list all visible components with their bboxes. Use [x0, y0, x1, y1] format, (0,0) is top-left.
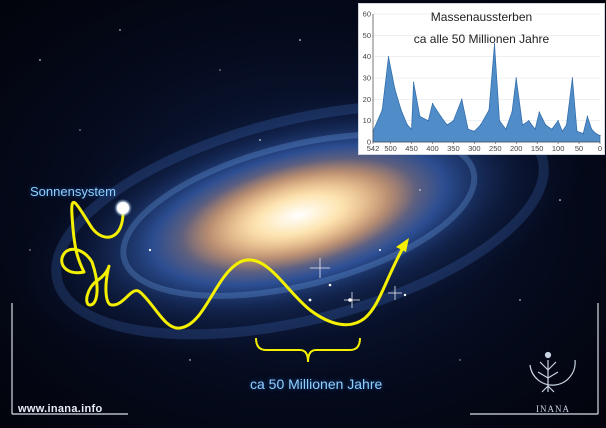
- star-field: [29, 29, 561, 361]
- data-point: [461, 98, 463, 100]
- x-tick-label: 250: [489, 144, 502, 153]
- bracket-icon: [255, 337, 361, 363]
- y-tick-label: 0: [367, 138, 371, 147]
- data-point: [419, 115, 421, 117]
- data-point: [400, 109, 402, 111]
- data-point: [452, 120, 454, 122]
- y-tick-label: 30: [363, 74, 371, 83]
- extinction-chart: 0 10 20 30 40 50 60 542 500 450 400 350 300 250 200 150…: [358, 3, 605, 155]
- inana-logo-icon: [529, 351, 576, 393]
- data-point: [440, 115, 442, 117]
- website-label: www.inana.info: [18, 403, 103, 415]
- y-tick-label: 60: [363, 10, 371, 19]
- y-tick-label: 10: [363, 116, 371, 125]
- x-tick-label: 542: [367, 144, 380, 153]
- data-point: [406, 124, 408, 126]
- x-tick-label: 0: [598, 144, 602, 153]
- data-point: [488, 109, 490, 111]
- data-point: [586, 115, 588, 117]
- x-tick-label: 300: [468, 144, 481, 153]
- data-point: [534, 128, 536, 130]
- data-point: [413, 81, 415, 83]
- data-point: [431, 103, 434, 105]
- y-tick-label: 40: [363, 52, 371, 61]
- data-point: [582, 132, 584, 135]
- data-point: [557, 120, 559, 122]
- data-point: [545, 124, 547, 126]
- data-point: [591, 128, 593, 130]
- y-tick-label: 20: [363, 95, 371, 104]
- data-point: [595, 132, 597, 135]
- arrow-head-icon: [396, 238, 409, 252]
- extinction-area-series: [372, 43, 601, 143]
- data-point: [528, 120, 530, 122]
- data-point: [576, 130, 578, 132]
- data-point: [561, 130, 563, 132]
- data-point: [505, 128, 507, 130]
- data-point: [571, 77, 573, 79]
- solar-orbit-path: [60, 200, 407, 330]
- data-point: [410, 128, 413, 130]
- bright-star-flares: [310, 258, 402, 308]
- data-point: [387, 56, 390, 58]
- x-tick-label: 100: [552, 144, 565, 153]
- chart-subtitle: ca alle 50 Millionen Jahre: [413, 32, 550, 46]
- x-tick-label: 200: [510, 144, 523, 153]
- data-point: [565, 124, 568, 126]
- x-tick-label: 50: [575, 144, 583, 153]
- data-point: [427, 120, 429, 122]
- data-point: [493, 43, 496, 45]
- data-point: [394, 88, 396, 90]
- data-point: [480, 124, 482, 126]
- x-tick-label: 350: [447, 144, 460, 153]
- frame-lines: [11, 303, 599, 415]
- solar-system-label: Sonnensystem: [30, 184, 116, 199]
- logo-text: INANA: [536, 404, 570, 414]
- data-point: [521, 124, 524, 126]
- data-point: [446, 124, 448, 126]
- x-tick-label: 500: [384, 144, 397, 153]
- data-point: [538, 111, 540, 113]
- data-point: [381, 109, 383, 111]
- chart-title: Massenaussterben: [430, 10, 533, 24]
- data-point: [551, 128, 553, 130]
- data-point: [511, 111, 513, 113]
- data-point: [498, 120, 501, 122]
- data-point: [515, 77, 517, 79]
- data-point: [467, 128, 469, 130]
- cycle-duration-label: ca 50 Millionen Jahre: [250, 376, 383, 392]
- data-point: [473, 130, 475, 132]
- x-tick-label: 400: [426, 144, 439, 153]
- x-tick-label: 150: [531, 144, 544, 153]
- x-tick-label: 450: [405, 144, 418, 153]
- data-point: [599, 135, 601, 137]
- y-tick-label: 50: [363, 31, 371, 40]
